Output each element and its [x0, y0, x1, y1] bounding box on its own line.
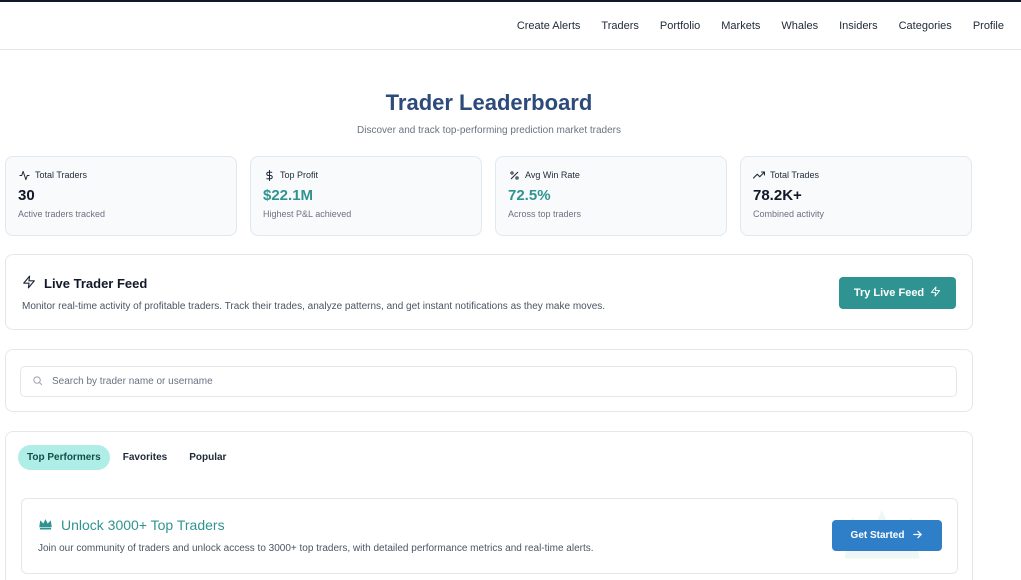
page-subtitle: Discover and track top-performing predic… [357, 125, 621, 136]
unlock-heading: Unlock 3000+ Top Traders [38, 517, 225, 533]
stat-card-top-profit: Top Profit $22.1M Highest P&L achieved [250, 156, 482, 236]
nav-insiders[interactable]: Insiders [839, 20, 878, 32]
stat-card-avg-win-rate: Avg Win Rate 72.5% Across top traders [495, 156, 727, 236]
stat-label: Top Profit [280, 170, 319, 180]
search-icon [32, 373, 43, 391]
activity-icon [18, 169, 30, 181]
tab-popular[interactable]: Popular [189, 452, 227, 463]
get-started-label: Get Started [850, 530, 905, 541]
trending-up-icon [753, 169, 765, 181]
live-feed-card: Live Trader Feed Monitor real-time activ… [5, 254, 973, 330]
stat-value: 30 [18, 187, 35, 204]
nav-markets[interactable]: Markets [721, 20, 761, 32]
stat-caption: Highest P&L achieved [263, 209, 352, 219]
nav-create-alerts[interactable]: Create Alerts [516, 20, 581, 32]
stat-label: Total Trades [770, 170, 820, 180]
stat-card-total-traders: Total Traders 30 Active traders tracked [5, 156, 237, 236]
stat-caption: Combined activity [753, 209, 825, 219]
stat-value: 78.2K+ [753, 187, 802, 204]
stat-label: Total Traders [35, 170, 88, 180]
lightning-icon [930, 286, 941, 300]
lightning-icon [22, 275, 36, 292]
stat-value: $22.1M [263, 187, 314, 204]
nav-traders[interactable]: Traders [601, 20, 639, 32]
unlock-title: Unlock 3000+ Top Traders [61, 517, 225, 533]
nav-whales[interactable]: Whales [781, 20, 819, 32]
search-input[interactable] [52, 376, 932, 387]
nav-profile[interactable]: Profile [972, 20, 1004, 32]
unlock-banner: Unlock 3000+ Top Traders Join our commun… [21, 498, 958, 574]
live-feed-title: Live Trader Feed [44, 276, 148, 291]
top-bar: Create Alerts Traders Portfolio Markets … [0, 0, 1021, 50]
arrow-right-icon [912, 529, 923, 543]
stat-value: 72.5% [508, 187, 551, 204]
crown-icon [38, 517, 53, 533]
live-feed-description: Monitor real-time activity of profitable… [22, 301, 606, 312]
search-card [5, 349, 973, 412]
main-nav: Create Alerts Traders Portfolio Markets … [517, 2, 1004, 50]
nav-portfolio[interactable]: Portfolio [659, 20, 701, 32]
dollar-icon [263, 169, 275, 181]
unlock-description: Join our community of traders and unlock… [38, 543, 594, 554]
search-box[interactable] [20, 366, 957, 397]
leaderboard-card: Top Performers Favorites Popular Unlock … [5, 431, 973, 580]
tab-top-performers[interactable]: Top Performers [18, 445, 110, 470]
stat-caption: Active traders tracked [18, 209, 106, 219]
page-title: Trader Leaderboard [385, 90, 593, 115]
stat-card-total-trades: Total Trades 78.2K+ Combined activity [740, 156, 972, 236]
stat-caption: Across top traders [508, 209, 582, 219]
tab-favorites[interactable]: Favorites [122, 452, 168, 463]
live-feed-heading: Live Trader Feed [22, 275, 147, 292]
nav-categories[interactable]: Categories [898, 20, 952, 32]
get-started-button[interactable]: Get Started [832, 520, 942, 551]
percent-icon [508, 169, 520, 181]
leaderboard-tabs: Top Performers Favorites Popular [18, 445, 235, 470]
try-live-feed-label: Try Live Feed [853, 287, 925, 299]
try-live-feed-button[interactable]: Try Live Feed [839, 277, 956, 309]
stat-label: Avg Win Rate [525, 170, 580, 180]
